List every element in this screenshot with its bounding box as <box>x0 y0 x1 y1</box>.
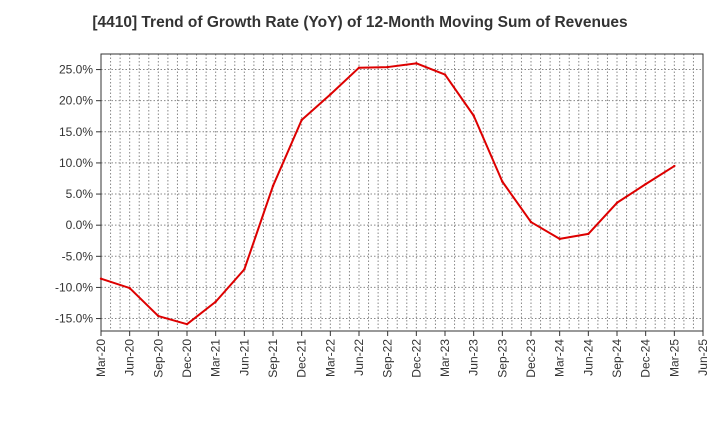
x-tick-label: Dec-23 <box>524 339 538 378</box>
x-tick-label: Mar-24 <box>553 339 567 377</box>
data-point <box>644 182 647 186</box>
data-point <box>128 286 131 290</box>
y-tick-label: 15.0% <box>59 125 93 139</box>
data-point <box>185 322 189 326</box>
y-tick-label: 5.0% <box>66 187 94 201</box>
y-tick-label: 10.0% <box>59 156 93 170</box>
data-point <box>329 93 332 96</box>
x-tick-label: Jun-21 <box>237 339 251 376</box>
data-point <box>501 180 504 183</box>
x-tick-label: Dec-24 <box>639 339 653 378</box>
plot-frame <box>100 53 704 332</box>
x-tick-label: Mar-21 <box>209 339 223 377</box>
x-tick-label: Jun-20 <box>123 339 137 376</box>
x-tick-label: Mar-22 <box>323 339 337 377</box>
x-tick-label: Jun-24 <box>581 339 595 376</box>
data-point <box>300 118 303 122</box>
data-point <box>529 220 533 224</box>
y-axis: -15.0% -10.0% -5.0% 0.0% 5.0% 10.0% 15.0% 20.0%… <box>55 63 101 326</box>
x-tick-label: Sep-21 <box>266 339 280 378</box>
x-tick-label: Dec-22 <box>409 339 423 378</box>
data-point <box>157 314 160 318</box>
y-tick-label: 0.0% <box>66 218 94 232</box>
x-tick-label: Mar-20 <box>94 339 108 377</box>
y-tick-label: -10.0% <box>55 280 93 294</box>
data-point <box>99 277 103 280</box>
y-tick-label: 25.0% <box>59 63 93 77</box>
data-point <box>386 65 389 69</box>
x-tick-label: Jun-22 <box>352 339 366 376</box>
x-tick-label: Sep-24 <box>610 339 624 378</box>
x-tick-label: Dec-20 <box>180 339 194 378</box>
x-tick-label: Mar-25 <box>667 339 681 377</box>
data-point <box>615 201 619 204</box>
data-point <box>243 268 246 271</box>
data-point <box>443 73 447 76</box>
grid <box>101 54 703 331</box>
data-point <box>558 237 561 241</box>
data-point <box>357 66 361 69</box>
data-point <box>587 232 590 236</box>
x-tick-label: Sep-20 <box>151 339 165 378</box>
y-tick-label: -5.0% <box>62 249 94 263</box>
data-point <box>673 164 676 168</box>
y-tick-label: -15.0% <box>55 312 93 326</box>
chart-title: [4410] Trend of Growth Rate (YoY) of 12-… <box>92 14 628 31</box>
x-tick-label: Sep-22 <box>381 339 395 378</box>
series-layer <box>99 62 676 326</box>
y-tick-label: 20.0% <box>59 94 93 108</box>
data-point <box>214 300 217 303</box>
x-tick-label: Dec-21 <box>295 339 309 378</box>
data-point <box>271 184 275 188</box>
x-tick-label: Jun-25 <box>696 339 710 376</box>
x-tick-label: Sep-23 <box>495 339 509 378</box>
data-point <box>472 114 475 117</box>
x-tick-label: Jun-23 <box>467 339 481 376</box>
x-axis: Mar-20 Jun-20 Sep-20 Dec-20 Mar-21 Jun-21 Sep-… <box>94 331 710 378</box>
x-tick-label: Mar-23 <box>438 339 452 377</box>
data-point <box>415 62 418 65</box>
